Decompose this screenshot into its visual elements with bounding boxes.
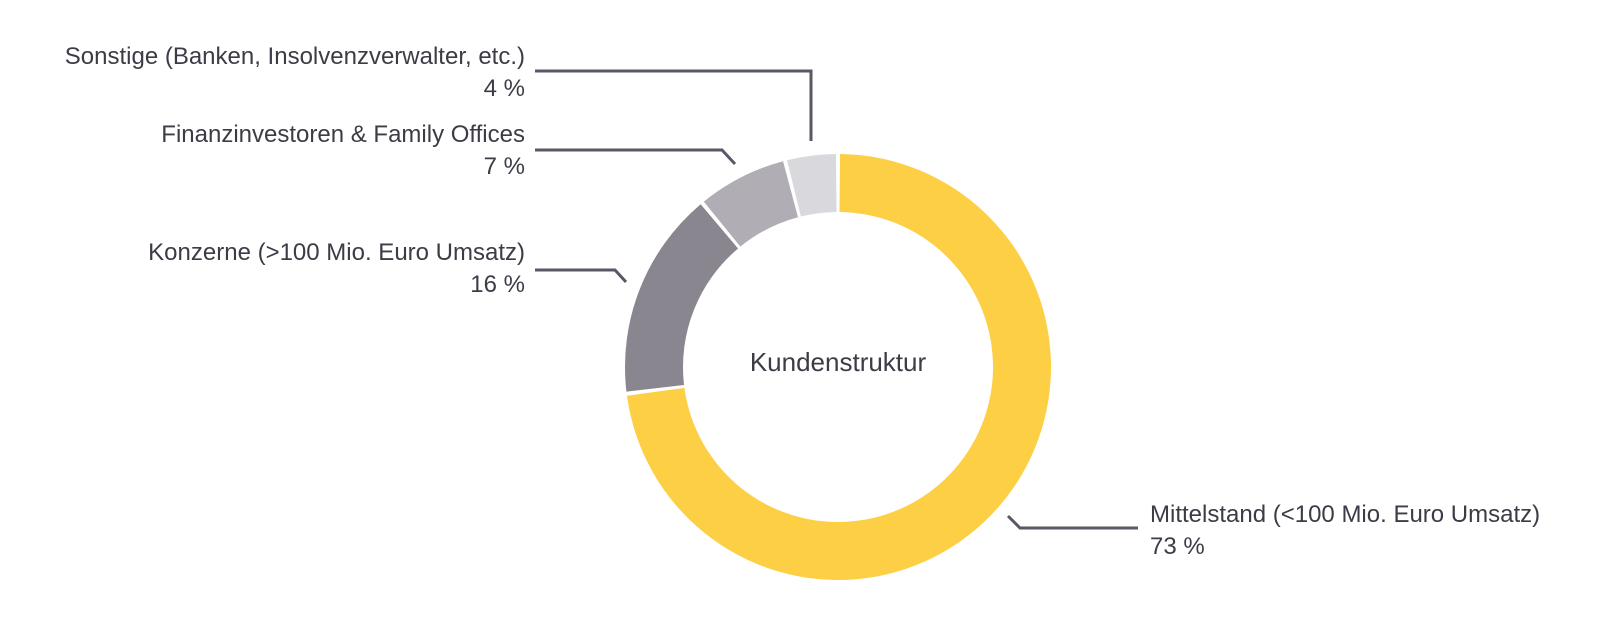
slice-label-sonstige: Sonstige (Banken, Insolvenzverwalter, et… (65, 43, 525, 70)
leader-lines (535, 69, 1138, 530)
donut-slices (625, 154, 1052, 581)
slice-value-konzerne: 16 % (470, 271, 525, 298)
donut-slice-finanzinvestoren (703, 161, 799, 247)
slice-label-mittelstand: Mittelstand (<100 Mio. Euro Umsatz) (1150, 501, 1540, 528)
slice-label-konzerne: Konzerne (>100 Mio. Euro Umsatz) (148, 239, 525, 266)
chart-title: Kundenstruktur (750, 347, 927, 377)
slice-label-finanzinvestoren: Finanzinvestoren & Family Offices (161, 121, 525, 148)
donut-slice-sonstige (787, 154, 837, 217)
donut-slice-konzerne (625, 204, 739, 392)
leader-line-finanzinvestoren (535, 148, 737, 166)
leader-line-mittelstand (1006, 514, 1138, 530)
leader-line-sonstige (535, 69, 813, 141)
slice-value-mittelstand: 73 % (1150, 533, 1205, 560)
leader-line-konzerne (535, 268, 628, 284)
slice-value-sonstige: 4 % (484, 75, 525, 102)
slice-value-finanzinvestoren: 7 % (484, 153, 525, 180)
